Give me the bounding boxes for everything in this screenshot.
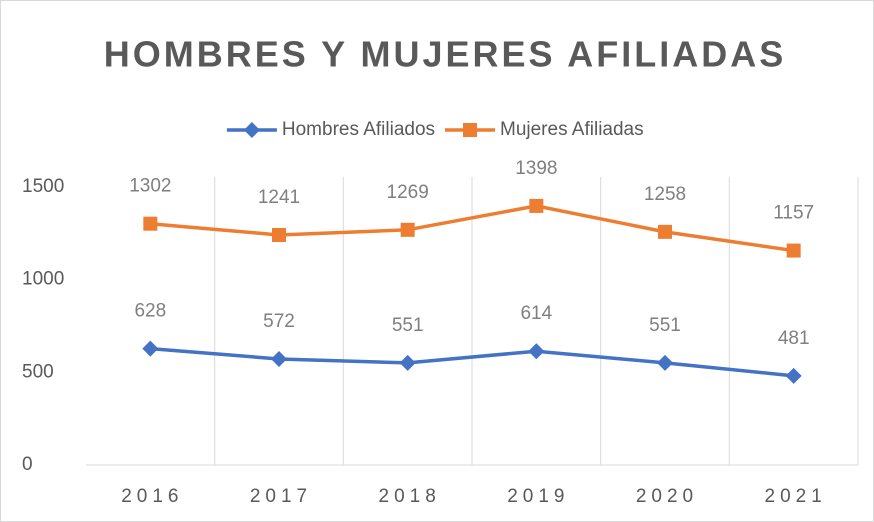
data-label: 1302 <box>129 176 171 197</box>
x-tick-label: 2018 <box>379 486 441 507</box>
point <box>400 222 415 237</box>
point <box>399 354 416 371</box>
point <box>658 224 672 239</box>
point <box>529 198 544 213</box>
x-tick-label: 2020 <box>636 486 698 507</box>
y-tick-label: 1500 <box>22 176 64 197</box>
data-label: 1398 <box>515 158 557 179</box>
point <box>143 216 158 231</box>
data-label: 1241 <box>258 187 300 208</box>
legend-label: Mujeres Afiliadas <box>500 119 644 140</box>
series-line <box>150 204 794 253</box>
x-tick-label: 2017 <box>250 486 312 507</box>
x-tick-label: 2019 <box>507 486 569 507</box>
data-label: 572 <box>263 311 295 332</box>
y-tick-label: 500 <box>22 361 54 382</box>
legend-marker <box>463 123 477 137</box>
data-label: 551 <box>392 315 424 336</box>
x-tick-label: 2016 <box>121 486 183 507</box>
y-tick-label: 1000 <box>22 269 64 290</box>
point <box>528 343 545 360</box>
chart-title: HOMBRES Y MUJERES AFILIADAS <box>104 34 786 75</box>
data-label: 1269 <box>387 182 429 203</box>
point <box>785 367 802 384</box>
legend-marker <box>243 122 260 138</box>
series-line <box>150 346 794 378</box>
x-tick-label: 2021 <box>765 486 827 507</box>
legend-label: Hombres Afiliados <box>282 119 435 140</box>
data-label: 614 <box>520 303 552 324</box>
y-tick-label: 0 <box>22 454 33 475</box>
data-label: 481 <box>778 328 810 349</box>
point <box>271 350 287 367</box>
data-label: 1258 <box>644 184 686 205</box>
data-label: 551 <box>649 315 681 336</box>
data-label: 1157 <box>773 203 814 224</box>
point <box>786 243 801 258</box>
point <box>142 340 159 357</box>
data-label: 628 <box>134 301 166 322</box>
point <box>657 354 673 371</box>
point <box>272 228 286 243</box>
